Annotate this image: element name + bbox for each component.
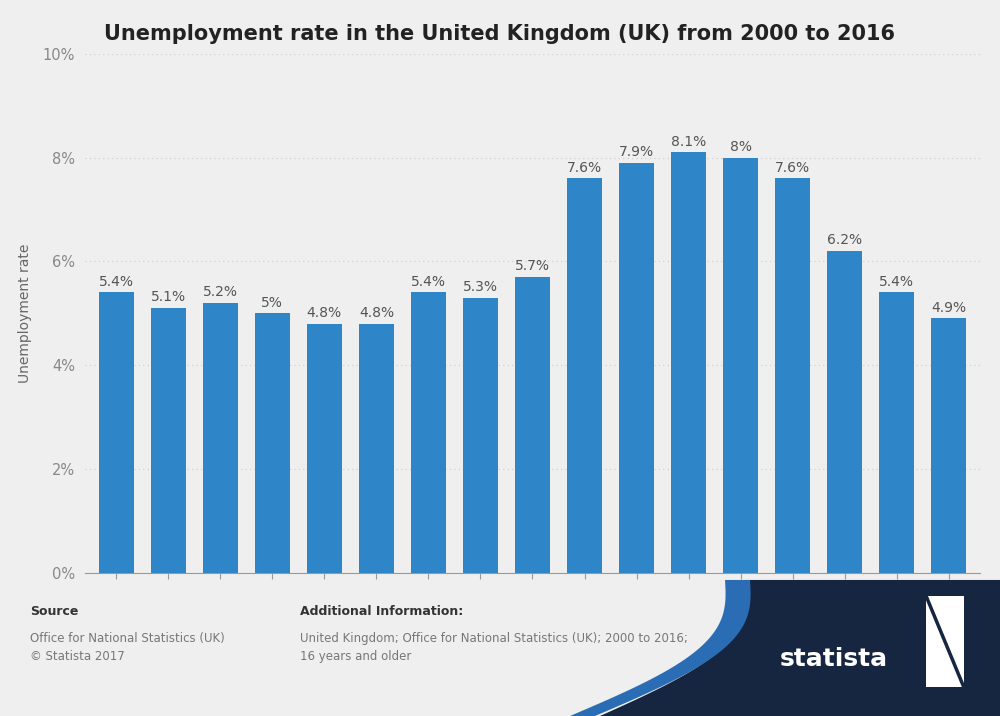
Text: 5.7%: 5.7% bbox=[515, 259, 550, 274]
Text: 5.3%: 5.3% bbox=[463, 280, 498, 294]
Bar bbox=[307, 324, 342, 573]
Text: 5%: 5% bbox=[261, 296, 283, 309]
Text: 5.4%: 5.4% bbox=[99, 275, 134, 289]
Text: 7.9%: 7.9% bbox=[619, 145, 654, 159]
Text: 7.6%: 7.6% bbox=[775, 160, 810, 175]
Text: 5.4%: 5.4% bbox=[879, 275, 914, 289]
Bar bbox=[926, 596, 964, 687]
Text: 5.2%: 5.2% bbox=[203, 285, 238, 299]
Bar bbox=[723, 158, 758, 573]
Bar bbox=[515, 277, 550, 573]
Bar bbox=[619, 163, 654, 573]
Text: 8%: 8% bbox=[730, 140, 752, 154]
Text: 6.2%: 6.2% bbox=[827, 233, 862, 247]
Bar bbox=[359, 324, 394, 573]
Bar bbox=[411, 292, 446, 573]
Bar bbox=[151, 308, 186, 573]
Text: 5.4%: 5.4% bbox=[411, 275, 446, 289]
Text: Source: Source bbox=[30, 605, 78, 618]
Bar bbox=[567, 178, 602, 573]
Text: statista: statista bbox=[780, 647, 888, 671]
Bar bbox=[879, 292, 914, 573]
Text: Additional Information:: Additional Information: bbox=[300, 605, 463, 618]
Text: 4.8%: 4.8% bbox=[307, 306, 342, 320]
Bar bbox=[671, 153, 706, 573]
Text: 7.6%: 7.6% bbox=[567, 160, 602, 175]
Text: Unemployment rate in the United Kingdom (UK) from 2000 to 2016: Unemployment rate in the United Kingdom … bbox=[104, 24, 896, 44]
Text: 4.8%: 4.8% bbox=[359, 306, 394, 320]
Text: 8.1%: 8.1% bbox=[671, 135, 706, 149]
Text: 5.1%: 5.1% bbox=[151, 291, 186, 304]
Bar bbox=[827, 251, 862, 573]
Text: 4.9%: 4.9% bbox=[931, 301, 966, 315]
Bar bbox=[255, 314, 290, 573]
Bar bbox=[203, 303, 238, 573]
Bar bbox=[99, 292, 134, 573]
Bar bbox=[931, 319, 966, 573]
Text: Office for National Statistics (UK)
© Statista 2017: Office for National Statistics (UK) © St… bbox=[30, 632, 225, 663]
Bar bbox=[775, 178, 810, 573]
Y-axis label: Unemployment rate: Unemployment rate bbox=[18, 243, 32, 383]
Text: United Kingdom; Office for National Statistics (UK); 2000 to 2016;
16 years and : United Kingdom; Office for National Stat… bbox=[300, 632, 688, 663]
Bar bbox=[463, 298, 498, 573]
